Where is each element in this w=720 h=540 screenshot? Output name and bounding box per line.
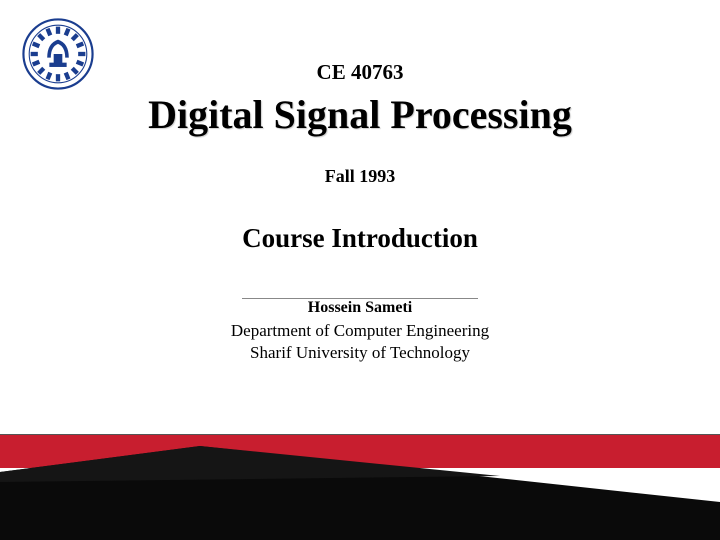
instructor-name: Hossein Sameti (0, 299, 720, 317)
main-title: Digital Signal Processing (0, 91, 720, 138)
subtitle-wrapper: Course Introduction (242, 223, 478, 299)
logo-svg (22, 18, 94, 90)
university-name: Sharif University of Technology (0, 343, 720, 363)
presentation-slide: CE 40763 Digital Signal Processing Fall … (0, 0, 720, 540)
course-code: CE 40763 (0, 60, 720, 85)
department-name: Department of Computer Engineering (0, 321, 720, 341)
subtitle-container: Course Introduction (0, 223, 720, 299)
subtitle: Course Introduction (242, 223, 478, 258)
black-wedge-shape (0, 432, 720, 540)
semester: Fall 1993 (0, 166, 720, 187)
university-logo (22, 18, 94, 90)
slide-content: CE 40763 Digital Signal Processing Fall … (0, 0, 720, 363)
bottom-decoration (0, 405, 720, 540)
